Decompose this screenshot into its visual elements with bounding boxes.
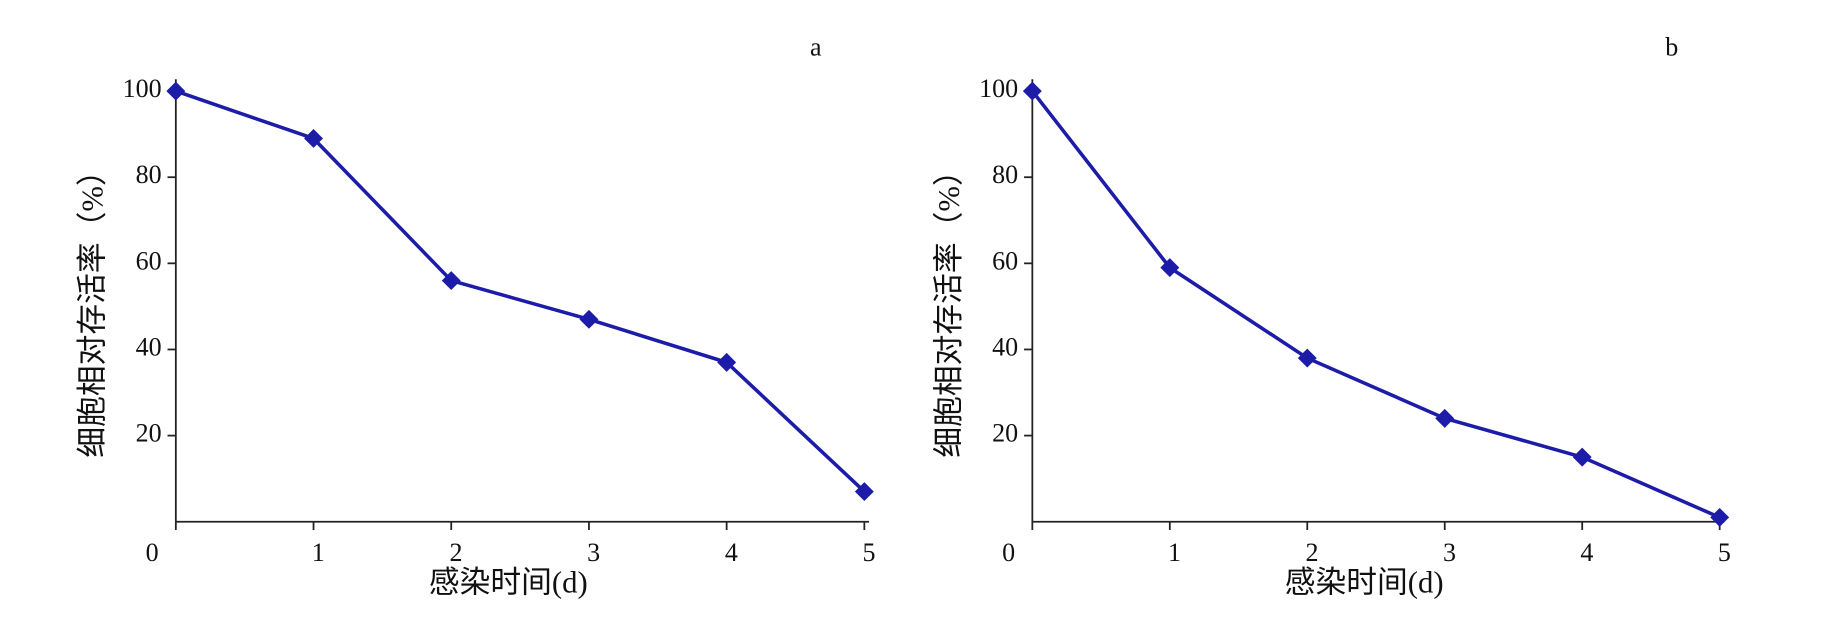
y-tick-label: 20 [992, 419, 1018, 448]
x-tick-label: 2 [1305, 538, 1318, 567]
data-point [1022, 81, 1042, 101]
x-tick-label: 4 [725, 538, 738, 567]
x-tick-label: 3 [587, 538, 600, 567]
x-tick-label: 0 [146, 538, 159, 567]
y-tick-label: 80 [992, 160, 1018, 189]
x-tick-label: 5 [1718, 538, 1731, 567]
data-point [1710, 507, 1730, 527]
x-tick-label: 5 [863, 538, 876, 567]
data-point [1435, 408, 1455, 428]
x-tick-label: 0 [1002, 538, 1015, 567]
data-point [441, 271, 461, 291]
data-line [1030, 90, 1721, 520]
y-tick-label: 100 [979, 74, 1018, 103]
x-tick-label: 2 [449, 538, 462, 567]
x-axis-label: 感染时间(d) [1285, 566, 1444, 600]
y-tick-label: 60 [136, 246, 162, 275]
y-tick-label: 40 [992, 332, 1018, 361]
data-point [1160, 258, 1180, 278]
data-point [1297, 348, 1317, 368]
x-tick-label: 3 [1443, 538, 1456, 567]
data-line [175, 89, 866, 493]
data-point [1572, 447, 1592, 467]
chart-title: a [810, 33, 822, 62]
x-tick-label: 1 [1168, 538, 1181, 567]
y-tick-label: 100 [123, 74, 162, 103]
y-tick-label: 60 [992, 246, 1018, 275]
data-point [717, 352, 737, 372]
x-axis-label: 感染时间(d) [429, 566, 588, 600]
y-axis-label: 细胞相对存活率（%） [932, 155, 966, 457]
x-tick-label: 1 [312, 538, 325, 567]
y-tick-label: 40 [136, 332, 162, 361]
y-tick-label: 20 [136, 419, 162, 448]
chart-title: b [1665, 33, 1678, 62]
data-point [166, 81, 186, 101]
y-axis-label: 细胞相对存活率（%） [75, 155, 109, 457]
y-tick-label: 80 [136, 160, 162, 189]
x-tick-label: 4 [1580, 538, 1593, 567]
data-point [579, 309, 599, 329]
